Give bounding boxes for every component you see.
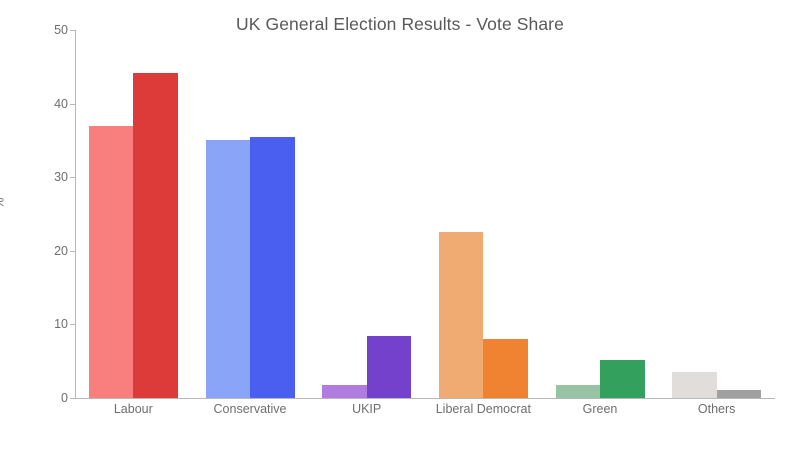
- y-tick-label: 30: [54, 170, 68, 185]
- y-tick-label: 10: [54, 317, 68, 332]
- y-tick-label: 0: [61, 391, 68, 405]
- x-tick-label: Green: [582, 402, 618, 416]
- x-tick-label: Liberal Democrat: [435, 402, 531, 416]
- y-tick-mark: [70, 250, 75, 252]
- x-tick-label: Conservative: [213, 402, 287, 416]
- bar[interactable]: [555, 384, 600, 398]
- y-tick-mark: [70, 324, 75, 326]
- y-tick-label: 40: [54, 96, 68, 111]
- bar[interactable]: [716, 389, 762, 398]
- y-tick-mark: [70, 103, 75, 105]
- bar[interactable]: [205, 140, 250, 398]
- y-tick-mark: [70, 177, 75, 179]
- bar[interactable]: [322, 384, 367, 398]
- y-tick-mark: [70, 30, 75, 31]
- bars-layer: [75, 30, 775, 398]
- x-tick-label: Labour: [113, 402, 153, 416]
- bar[interactable]: [600, 360, 645, 398]
- bar[interactable]: [88, 125, 134, 398]
- x-axis-line: [75, 398, 775, 399]
- x-tick-label: Others: [697, 402, 736, 416]
- x-tick-label: UKIP: [352, 402, 382, 416]
- bar[interactable]: [250, 137, 295, 398]
- bar[interactable]: [366, 336, 412, 398]
- bar[interactable]: [672, 372, 717, 398]
- y-tick-label: 20: [54, 243, 68, 258]
- y-tick-label: 50: [54, 23, 68, 37]
- bar[interactable]: [438, 231, 484, 398]
- y-tick-mark: [70, 398, 75, 399]
- bar[interactable]: [483, 339, 528, 398]
- y-axis-line: [74, 30, 76, 398]
- chart-title: UK General Election Results - Vote Share: [236, 14, 564, 34]
- bar[interactable]: [133, 73, 178, 398]
- y-axis-ticks: 0 10 20 30 40 50: [0, 0, 75, 450]
